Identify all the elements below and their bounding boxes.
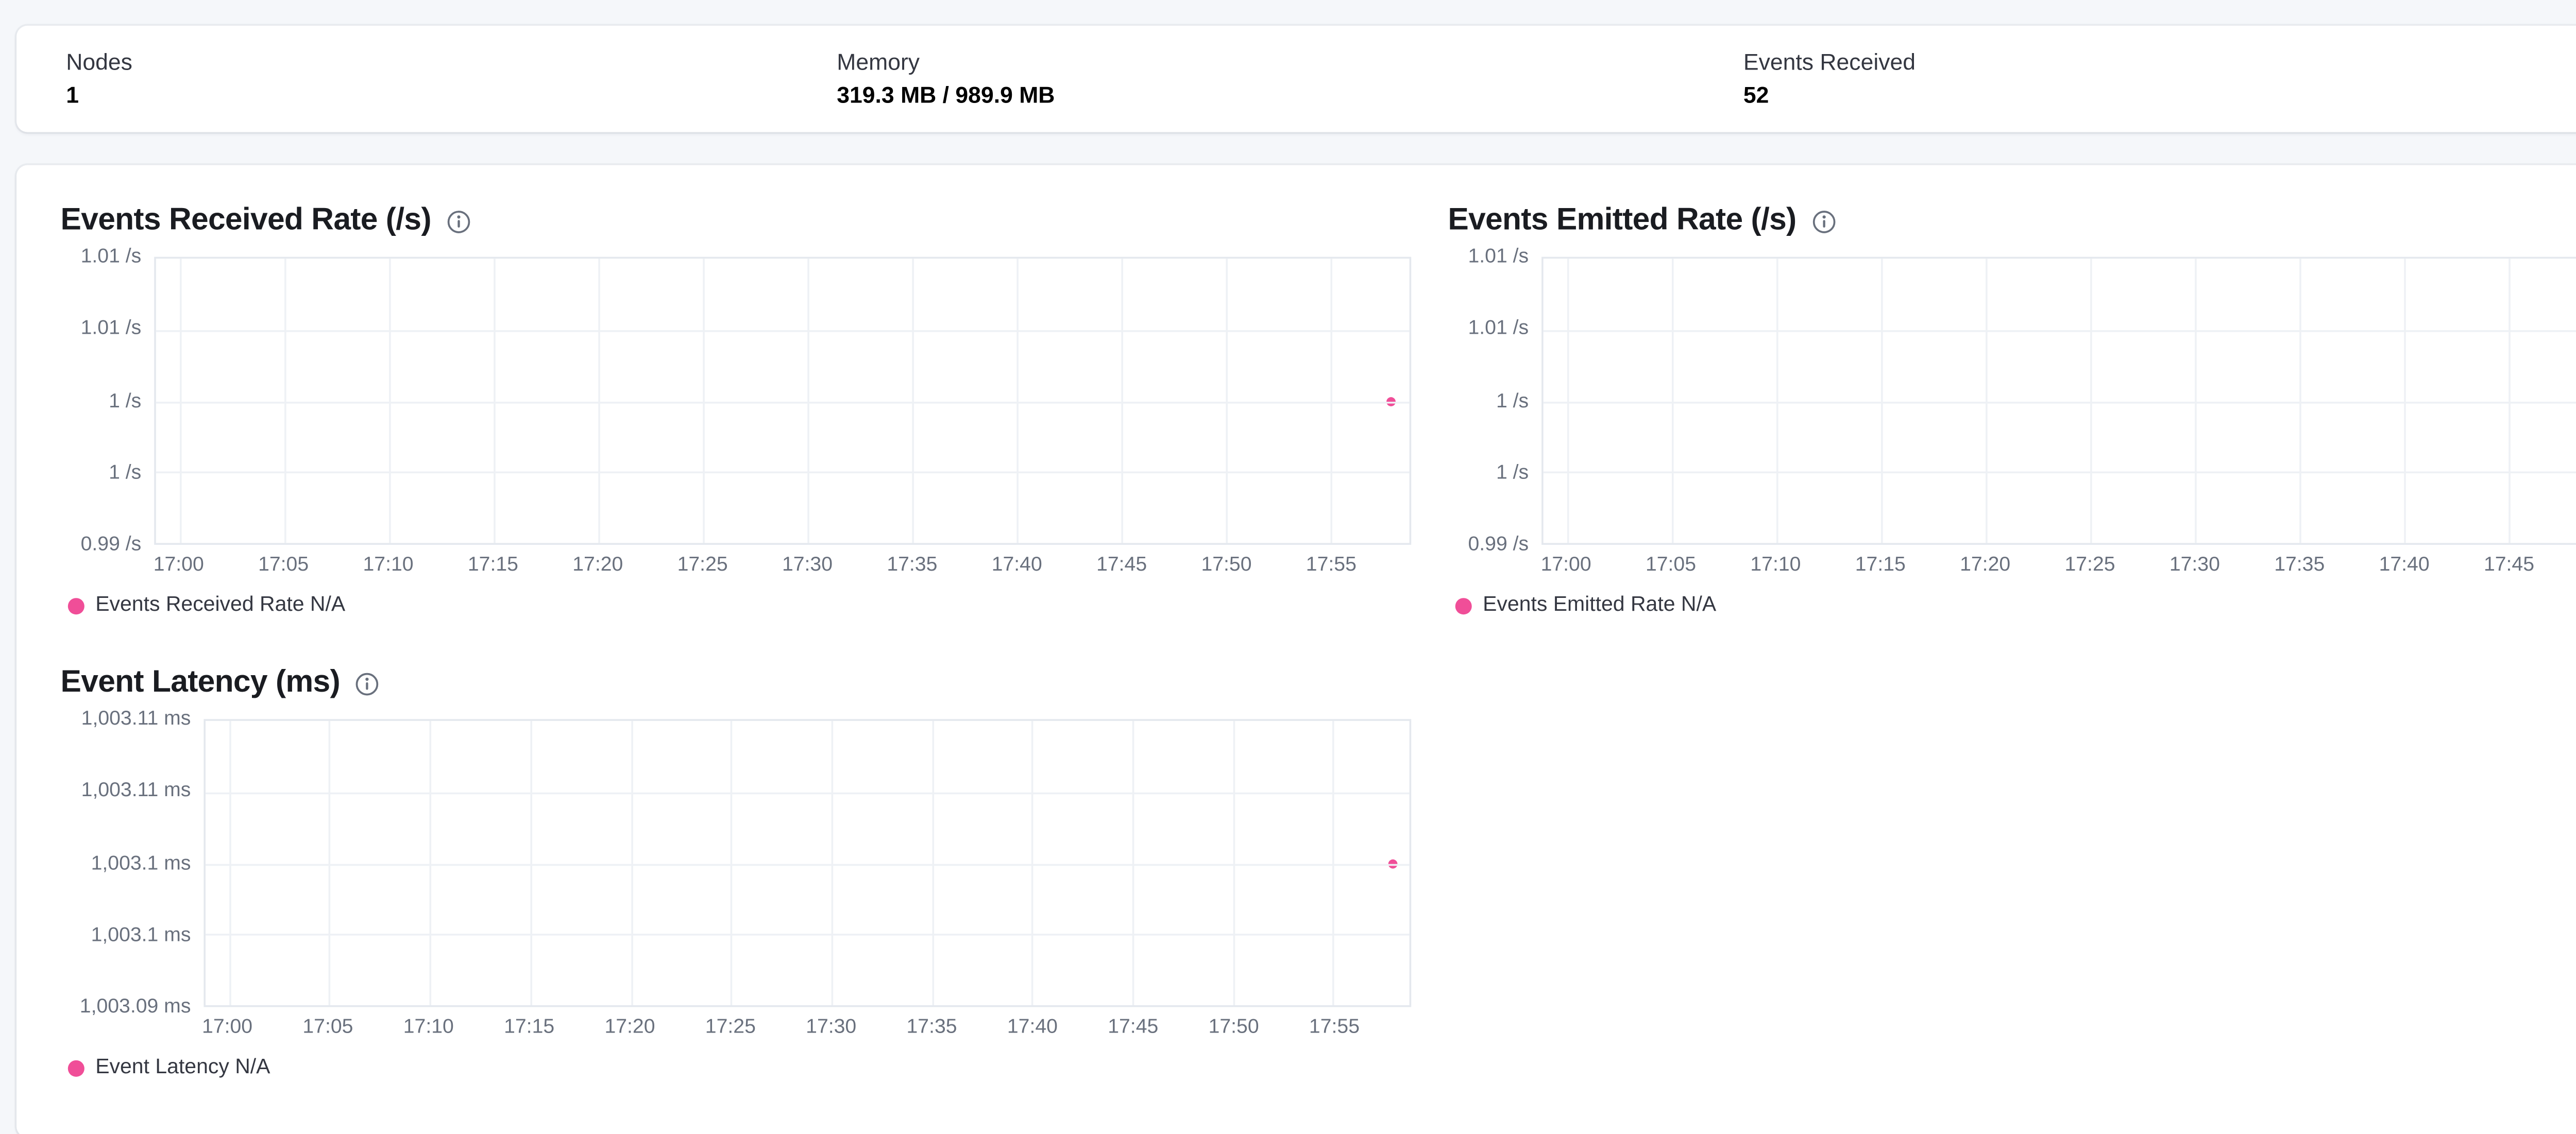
x-axis-tick-label: 17:10 <box>403 1016 454 1039</box>
x-axis-tick-label: 17:30 <box>806 1016 857 1039</box>
x-axis-tick-label: 17:20 <box>572 554 623 576</box>
x-axis-tick-label: 17:00 <box>202 1016 253 1039</box>
y-axis-tick-label: 1,003.1 ms <box>91 924 191 947</box>
x-axis-tick-label: 17:40 <box>991 554 1042 576</box>
chart-events-emitted-rate: Events Emitted Rate (/s) 1.01 /s 1.01 /s 1… <box>1448 202 2576 616</box>
x-axis-tick-label: 17:15 <box>504 1016 555 1039</box>
y-axis-tick-label: 1.01 /s <box>1468 318 1529 340</box>
y-axis-tick-label: 1.01 /s <box>80 318 142 340</box>
legend-label: Events Emitted Rate N/A <box>1483 594 1717 616</box>
chart-title: Event Latency (ms) <box>60 664 341 699</box>
stat-label: Memory <box>837 49 920 75</box>
x-axis-tick-label: 17:25 <box>705 1016 756 1039</box>
x-axis-tick-label: 17:25 <box>677 554 728 576</box>
y-axis-tick-label: 1 /s <box>109 389 142 412</box>
y-axis-tick-label: 1,003.1 ms <box>91 852 191 874</box>
legend-label: Event Latency N/A <box>95 1056 270 1079</box>
x-axis-tick-label: 17:50 <box>1208 1016 1259 1039</box>
legend-dot-icon <box>67 1059 84 1076</box>
summary-bar: Nodes 1 Memory 319.3 MB / 989.9 MB Event… <box>16 25 2576 132</box>
info-icon[interactable] <box>1811 208 1837 234</box>
x-axis-tick-label: 17:20 <box>1960 554 2011 576</box>
x-axis-tick-label: 17:05 <box>1645 554 1697 576</box>
stat-events-received: Events Received 52 <box>1743 46 2576 112</box>
x-axis-tick-label: 17:50 <box>1201 554 1252 576</box>
plot-area[interactable] <box>154 256 1412 545</box>
chart-legend[interactable]: Event Latency N/A <box>67 1056 1411 1079</box>
y-axis-tick-label: 1,003.11 ms <box>81 780 191 802</box>
stat-value: 52 <box>1743 82 1769 109</box>
stat-value: 319.3 MB / 989.9 MB <box>837 82 1055 109</box>
info-icon[interactable] <box>354 671 380 696</box>
x-axis-tick-label: 17:55 <box>1306 554 1357 576</box>
x-axis-labels: 17:00 17:05 17:10 17:15 17:20 17:25 17:30 17:35… <box>1541 554 2576 583</box>
y-axis-tick-label: 0.99 /s <box>1468 534 1529 556</box>
x-axis-tick-label: 17:10 <box>363 554 414 576</box>
y-axis-tick-label: 1,003.09 ms <box>79 996 191 1018</box>
x-axis-tick-label: 17:55 <box>1309 1016 1360 1039</box>
chart-event-latency: Event Latency (ms) 1,003.11 ms 1,003.11 m… <box>61 664 1430 1078</box>
chart-title: Events Received Rate (/s) <box>60 201 432 237</box>
stat-label: Nodes <box>66 49 132 75</box>
legend-dot-icon <box>67 597 84 614</box>
plot-area[interactable] <box>204 719 1412 1007</box>
x-axis-tick-label: 17:05 <box>302 1016 353 1039</box>
x-axis-tick-label: 17:35 <box>887 554 938 576</box>
y-axis-tick-label: 1 /s <box>109 461 142 484</box>
stat-value: 1 <box>66 82 79 109</box>
x-axis-tick-label: 17:30 <box>782 554 833 576</box>
x-axis-tick-label: 17:45 <box>1108 1016 1159 1039</box>
stat-label: Events Received <box>1743 49 1916 75</box>
chart-events-received-rate: Events Received Rate (/s) 1.01 /s 1.01 /s… <box>61 202 1430 616</box>
info-icon[interactable] <box>446 208 471 234</box>
x-axis-tick-label: 17:05 <box>258 554 309 576</box>
chart-legend[interactable]: Events Received Rate N/A <box>67 594 1411 616</box>
x-axis-tick-label: 17:40 <box>2379 554 2430 576</box>
y-axis-tick-label: 1 /s <box>1496 461 1529 484</box>
x-axis-tick-label: 17:30 <box>2169 554 2220 576</box>
y-axis-tick-label: 1.01 /s <box>1468 246 1529 268</box>
y-axis-labels: 1.01 /s 1.01 /s 1 /s 1 /s 0.99 /s <box>1448 246 1541 556</box>
y-axis-labels: 1,003.11 ms 1,003.11 ms 1,003.1 ms 1,003.1 … <box>61 708 204 1018</box>
x-axis-tick-label: 17:15 <box>467 554 518 576</box>
charts-panel: Events Received Rate (/s) 1.01 /s 1.01 /s… <box>16 165 2576 1134</box>
y-axis-labels: 1.01 /s 1.01 /s 1 /s 1 /s 0.99 /s <box>61 246 155 556</box>
x-axis-tick-label: 17:25 <box>2064 554 2115 576</box>
x-axis-tick-label: 17:35 <box>906 1016 957 1039</box>
chart-legend[interactable]: Events Emitted Rate N/A <box>1455 594 2576 616</box>
y-axis-tick-label: 0.99 /s <box>80 534 142 556</box>
x-axis-tick-label: 17:15 <box>1855 554 1906 576</box>
y-axis-tick-label: 1.01 /s <box>80 246 142 268</box>
legend-dot-icon <box>1455 597 1472 614</box>
empty-grid-cell <box>1448 664 2576 1078</box>
x-axis-tick-label: 17:45 <box>2483 554 2535 576</box>
x-axis-tick-label: 17:35 <box>2274 554 2325 576</box>
x-axis-tick-label: 17:10 <box>1750 554 1801 576</box>
chart-title: Events Emitted Rate (/s) <box>1448 201 1797 237</box>
stat-nodes: Nodes 1 <box>66 46 837 112</box>
x-axis-tick-label: 17:40 <box>1007 1016 1058 1039</box>
x-axis-tick-label: 17:45 <box>1096 554 1147 576</box>
x-axis-labels: 17:00 17:05 17:10 17:15 17:20 17:25 17:30 17:35… <box>202 1016 1411 1045</box>
y-axis-tick-label: 1,003.11 ms <box>81 708 191 730</box>
stat-memory: Memory 319.3 MB / 989.9 MB <box>837 46 1743 112</box>
x-axis-labels: 17:00 17:05 17:10 17:15 17:20 17:25 17:30 17:35… <box>154 554 1411 583</box>
legend-label: Events Received Rate N/A <box>95 594 346 616</box>
plot-area[interactable] <box>1541 256 2576 545</box>
x-axis-tick-label: 17:00 <box>153 554 204 576</box>
x-axis-tick-label: 17:20 <box>604 1016 655 1039</box>
x-axis-tick-label: 17:00 <box>1540 554 1591 576</box>
charts-grid: Events Received Rate (/s) 1.01 /s 1.01 /s… <box>61 202 2576 1078</box>
y-axis-tick-label: 1 /s <box>1496 389 1529 412</box>
